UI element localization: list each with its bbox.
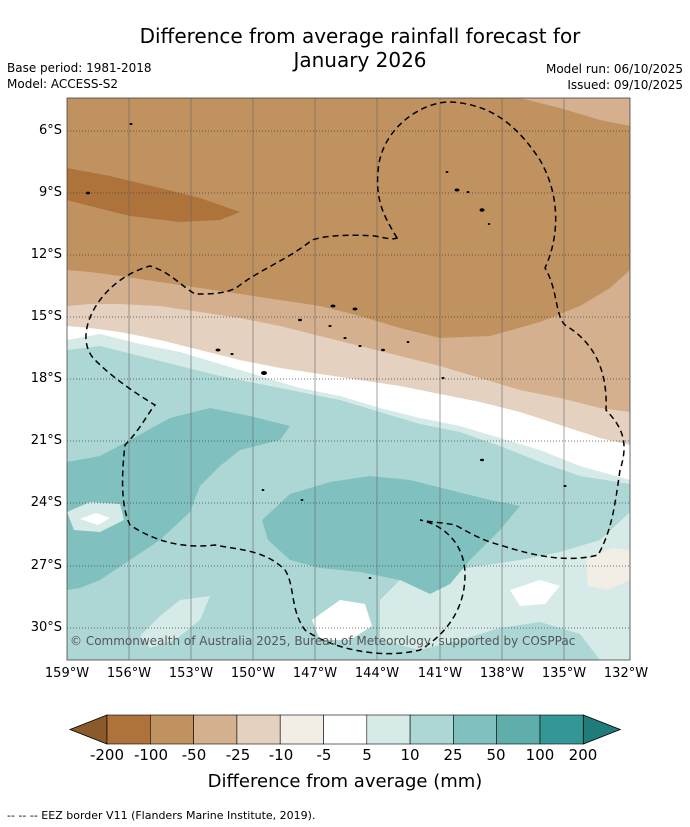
band-dry-50 — [67, 98, 630, 338]
colorbar-swatch — [236, 714, 281, 745]
issued-date: Issued: 09/10/2025 — [567, 78, 683, 92]
island — [480, 458, 484, 462]
colorbar-tick-label: 25 — [443, 746, 463, 764]
colorbar-tick-label: 200 — [568, 746, 598, 764]
island — [466, 191, 470, 193]
lat-label-27s: 27°S — [30, 558, 62, 573]
island — [487, 223, 491, 225]
island — [381, 348, 385, 352]
lon-label-144w: 144°W — [354, 666, 400, 681]
colorbar-swatch — [409, 714, 454, 745]
island — [261, 489, 265, 491]
wet-10-pocket-south — [140, 596, 210, 648]
island — [358, 345, 362, 347]
eez-legend: -- -- -- EEZ border V11 (Flanders Marine… — [7, 809, 316, 822]
island — [298, 318, 302, 322]
run-info: Model run: 06/10/2025 Issued: 09/10/2025 — [546, 61, 683, 93]
wet-50-area-central — [262, 476, 520, 594]
colorbar-swatch — [193, 714, 238, 745]
island — [368, 577, 372, 579]
lat-label-15s: 15°S — [30, 309, 62, 324]
colorbar-tick-label: 50 — [486, 746, 506, 764]
island — [445, 171, 449, 173]
wet-5-pocket-south — [312, 600, 372, 640]
colorbar-tick-label: -100 — [133, 746, 169, 764]
colorbar-swatch — [539, 714, 584, 745]
island — [215, 348, 221, 352]
lon-label-153w: 153°W — [168, 666, 214, 681]
island — [328, 325, 332, 327]
islands — [86, 123, 567, 579]
colorbar-tick-label: 10 — [400, 746, 420, 764]
title-line-2: January 2026 — [293, 48, 427, 72]
eez-border-west — [85, 101, 625, 655]
colorbar-tick-label: -200 — [89, 746, 125, 764]
island — [261, 371, 267, 375]
title-line-1: Difference from average rainfall forecas… — [139, 24, 581, 48]
colorbar-swatch — [366, 714, 411, 745]
island — [479, 208, 485, 212]
lat-label-30s: 30°S — [30, 620, 62, 635]
island — [406, 341, 410, 343]
island — [352, 307, 358, 311]
colorbar-swatch — [150, 714, 194, 745]
colorbar-swatch — [453, 714, 497, 745]
colorbar-swatch — [279, 714, 324, 745]
lon-label-132w: 132°W — [603, 666, 649, 681]
model-run-date: Model run: 06/10/2025 — [545, 62, 683, 76]
island — [129, 123, 133, 125]
dry-pocket-southeast — [586, 548, 630, 590]
colorbar-title: Difference from average (mm) — [207, 771, 483, 792]
lat-label-21s: 21°S — [30, 433, 62, 448]
band-dry-100 — [67, 168, 240, 222]
wet-5-pocket-west — [80, 513, 110, 525]
colorbar-min-arrow — [68, 714, 108, 745]
colorbar-swatch — [106, 714, 151, 745]
lon-label-150w: 150°W — [230, 666, 276, 681]
island — [563, 485, 567, 487]
colorbar-tick-label: -25 — [225, 746, 251, 764]
lon-label-138w: 138°W — [479, 666, 525, 681]
colorbar-tick-label: 100 — [525, 746, 555, 764]
lon-label-141w: 141°W — [417, 666, 463, 681]
model-info: Base period: 1981-2018 Model: ACCESS-S2 — [7, 60, 152, 92]
colorbar-max-arrow — [582, 714, 622, 745]
lon-label-159w: 159°W — [44, 666, 90, 681]
colorbar-tick-label: -5 — [316, 746, 332, 764]
lon-label-156w: 156°W — [106, 666, 152, 681]
lat-label-6s: 6°S — [38, 123, 62, 138]
map-title: Difference from average rainfall forecas… — [95, 24, 625, 72]
colorbar-swatch — [323, 714, 368, 745]
lat-label-24s: 24°S — [30, 495, 62, 510]
wet-5-pocket-southeast — [510, 580, 560, 606]
island — [330, 304, 336, 308]
island — [86, 191, 90, 195]
lon-label-135w: 135°W — [541, 666, 587, 681]
island — [343, 337, 347, 339]
latitude-gridlines — [67, 130, 630, 629]
colorbar-tick-label: 5 — [362, 746, 372, 764]
lat-label-18s: 18°S — [30, 371, 62, 386]
colorbar-swatch — [496, 714, 541, 745]
lat-label-9s: 9°S — [38, 185, 62, 200]
colorbar-tick-label: -50 — [181, 746, 207, 764]
lat-label-12s: 12°S — [30, 247, 62, 262]
lon-label-147w: 147°W — [292, 666, 338, 681]
eez-borders — [85, 101, 625, 655]
base-period: Base period: 1981-2018 — [7, 61, 152, 75]
island — [230, 353, 234, 355]
island — [441, 377, 445, 379]
copyright-notice: © Commonwealth of Australia 2025, Bureau… — [70, 634, 576, 648]
colorbar-tick-label: -10 — [268, 746, 294, 764]
island — [300, 499, 304, 501]
wet-50-area-west — [67, 408, 290, 590]
model-name: Model: ACCESS-S2 — [7, 77, 119, 91]
colorbar — [68, 714, 622, 745]
island — [454, 188, 460, 192]
